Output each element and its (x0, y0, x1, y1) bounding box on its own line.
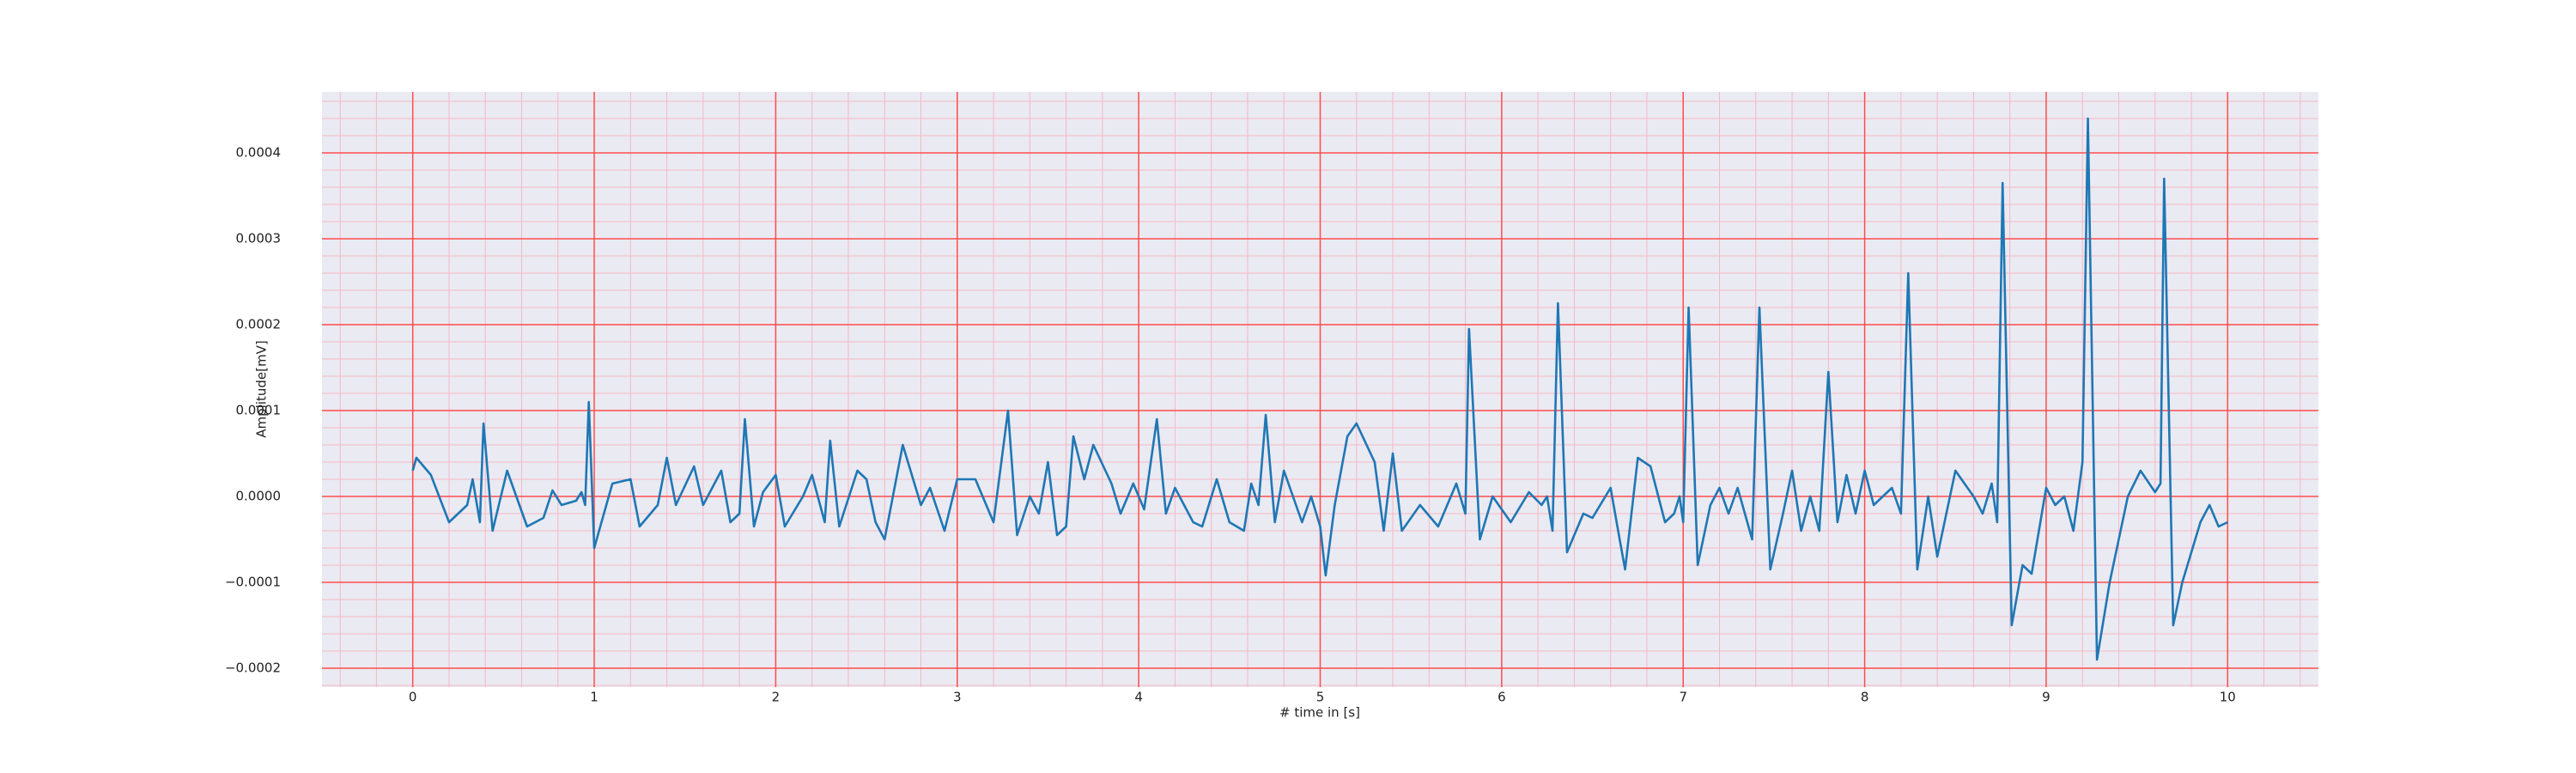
x-tick-label: 8 (1861, 690, 1869, 705)
y-tick-label: 0.0001 (236, 403, 282, 418)
y-tick-label: 0.0000 (236, 489, 282, 504)
y-axis-label: Amplitude[mV] (254, 340, 270, 437)
x-tick-label: 2 (772, 690, 781, 705)
x-tick-label: 9 (2042, 690, 2050, 705)
x-tick-label: 7 (1679, 690, 1687, 705)
x-tick-label: 4 (1134, 690, 1143, 705)
x-tick-label: 0 (409, 690, 417, 705)
y-tick-label: −0.0001 (225, 575, 281, 590)
signal-line (411, 117, 2228, 661)
x-tick-label: 3 (953, 690, 962, 705)
y-tick-label: −0.0002 (225, 660, 281, 676)
y-tick-label: 0.0002 (236, 317, 282, 332)
y-tick-label: 0.0004 (236, 145, 282, 161)
y-tick-label: 0.0003 (236, 231, 282, 247)
x-tick-label: 1 (590, 690, 598, 705)
x-tick-label: 5 (1316, 690, 1325, 705)
x-axis-label: # time in [s] (1279, 705, 1360, 721)
x-tick-label: 10 (2220, 690, 2236, 705)
x-tick-label: 6 (1498, 690, 1506, 705)
